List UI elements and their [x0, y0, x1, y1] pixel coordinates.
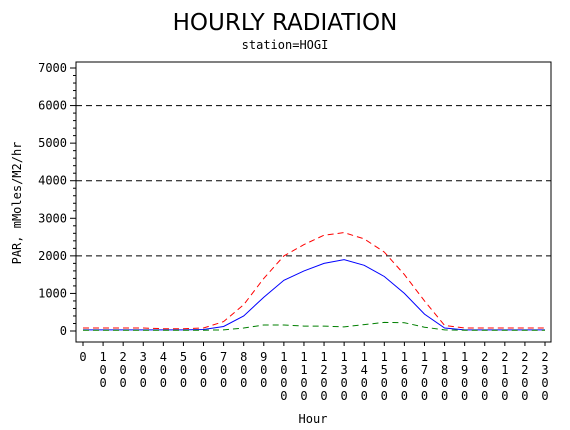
x-axis-label: Hour	[299, 412, 328, 426]
x-axis: 0 1 0 0 2 0 0 3 0 0 4 0 0 5 0 0 6 0 0 7 0 0 8 0 0 9 0 0 1 0 0 0 1 1 0 0 1 2 0 0…	[79, 342, 549, 403]
series-line-3	[83, 321, 545, 331]
series-group	[83, 232, 545, 331]
chart-title: HOURLY RADIATION	[173, 10, 398, 36]
y-axis-label: PAR, mMoles/M2/hr	[10, 142, 24, 265]
x-tick-label: 0	[79, 350, 86, 364]
reference-lines	[76, 105, 551, 257]
y-tick-label: 0	[60, 324, 67, 338]
y-tick-label: 2000	[38, 249, 67, 263]
y-tick-label: 7000	[38, 61, 67, 75]
y-tick-label: 4000	[38, 174, 67, 188]
y-tick-label: 6000	[38, 99, 67, 113]
y-axis: 0 1000 2000 3000 4000 5000 6000 7000	[38, 61, 76, 338]
chart-subtitle: station=HOGI	[242, 38, 329, 52]
y-tick-label: 3000	[38, 211, 67, 225]
series-line-1	[83, 232, 545, 330]
y-tick-label: 5000	[38, 136, 67, 150]
plot-frame	[75, 61, 552, 343]
y-tick-label: 1000	[38, 286, 67, 300]
series-line-2	[83, 259, 545, 331]
